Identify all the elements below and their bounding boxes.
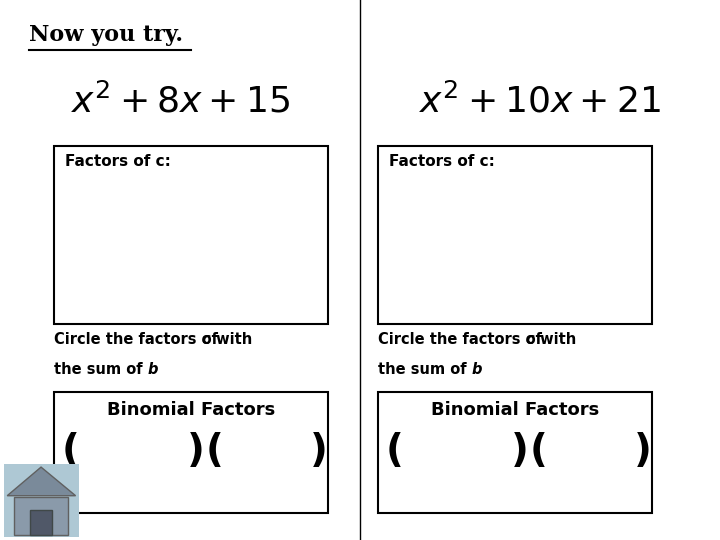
Text: Factors of c:: Factors of c: (389, 154, 495, 169)
Text: c: c (202, 332, 210, 347)
Text: $x^2 + 10x + 21$: $x^2 + 10x + 21$ (419, 84, 661, 120)
Bar (378, 392, 652, 513)
Text: ): ) (187, 432, 205, 470)
Text: ): ) (634, 432, 652, 470)
Text: ): ) (310, 432, 328, 470)
Text: Binomial Factors: Binomial Factors (107, 401, 275, 419)
Bar (54, 392, 328, 513)
Text: b: b (148, 362, 158, 377)
Text: (: ( (529, 432, 547, 470)
Text: with: with (535, 332, 576, 347)
Text: (: ( (61, 432, 79, 470)
Bar (4, 464, 79, 537)
Bar (378, 146, 652, 324)
Text: Binomial Factors: Binomial Factors (431, 401, 599, 419)
Text: Factors of c:: Factors of c: (65, 154, 171, 169)
Text: with: with (211, 332, 252, 347)
Polygon shape (7, 467, 76, 496)
Text: Circle the factors of: Circle the factors of (54, 332, 223, 347)
Text: $x^2 + 8x + 15$: $x^2 + 8x + 15$ (71, 84, 289, 120)
Text: b: b (472, 362, 482, 377)
Text: the sum of: the sum of (54, 362, 148, 377)
Text: ): ) (511, 432, 529, 470)
Bar (30, 510, 52, 535)
Text: (: ( (205, 432, 223, 470)
Text: Circle the factors of: Circle the factors of (378, 332, 547, 347)
Text: Now you try.: Now you try. (29, 24, 183, 46)
Text: the sum of: the sum of (378, 362, 472, 377)
Text: (: ( (385, 432, 403, 470)
Text: c: c (526, 332, 534, 347)
Bar (14, 497, 68, 535)
Bar (54, 146, 328, 324)
